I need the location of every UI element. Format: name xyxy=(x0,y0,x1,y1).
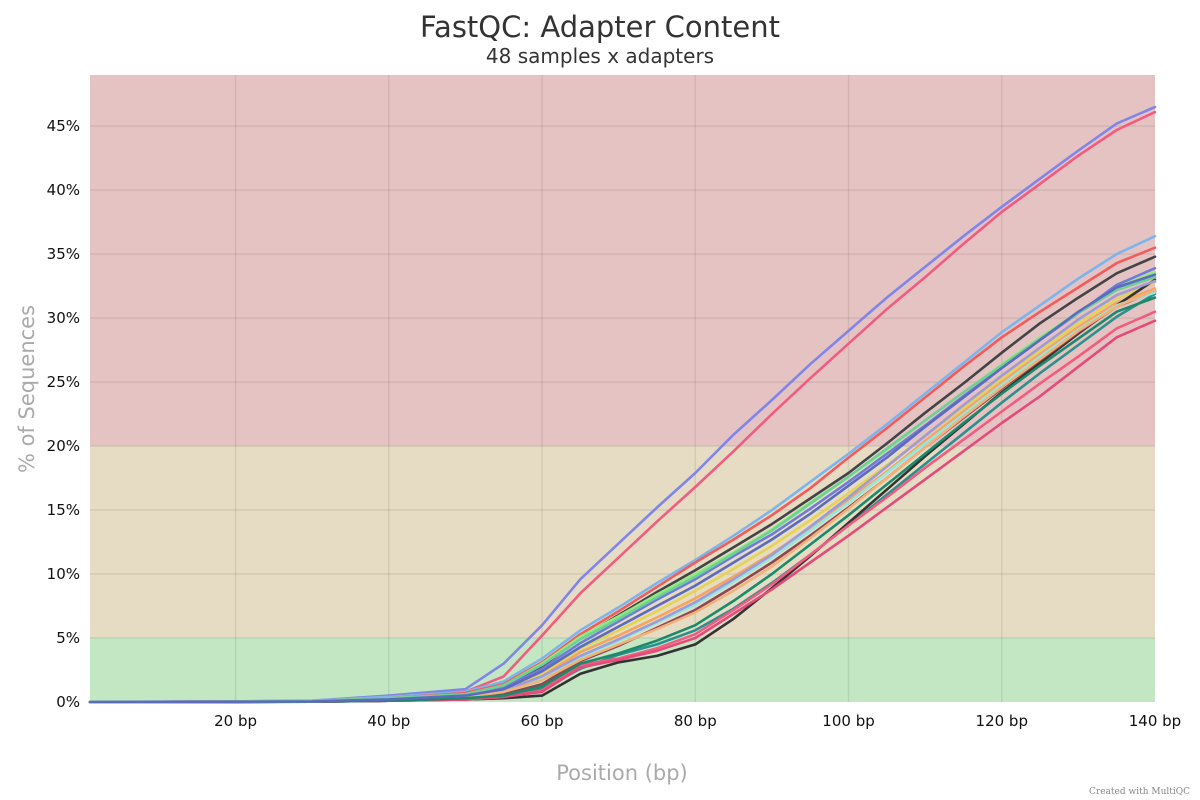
band-0 xyxy=(90,638,1155,702)
x-tick-label: 140 bp xyxy=(1129,712,1181,730)
y-axis-title: % of Sequences xyxy=(15,305,39,473)
x-tick-label: 80 bp xyxy=(674,712,717,730)
x-tick-label: 40 bp xyxy=(367,712,410,730)
x-axis-ticks: 20 bp 40 bp 60 bp 80 bp 100 bp 120 bp 140 bp xyxy=(214,712,1181,730)
y-tick-label: 5% xyxy=(56,629,80,647)
y-tick-label: 10% xyxy=(47,565,80,583)
chart-title: FastQC: Adapter Content xyxy=(420,10,780,44)
band-2 xyxy=(90,75,1155,447)
series-line-0[interactable] xyxy=(88,105,1157,704)
y-tick-label: 0% xyxy=(56,693,80,711)
series-line-19[interactable] xyxy=(88,273,1157,704)
y-tick-label: 20% xyxy=(47,437,80,455)
y-tick-label: 30% xyxy=(47,309,80,327)
series-line-17[interactable] xyxy=(88,296,1157,704)
x-tick-label: 120 bp xyxy=(976,712,1028,730)
x-tick-label: 60 bp xyxy=(521,712,564,730)
credit-label: Created with MultiQC xyxy=(1089,787,1190,797)
series-lines[interactable] xyxy=(88,105,1157,704)
y-tick-label: 35% xyxy=(47,245,80,263)
y-axis-ticks: 0% 5% 10% 15% 20% 25% 30% 35% 40% 45% xyxy=(47,117,80,711)
x-tick-label: 100 bp xyxy=(822,712,874,730)
y-tick-label: 40% xyxy=(47,181,80,199)
y-tick-label: 45% xyxy=(47,117,80,135)
chart-subtitle: 48 samples x adapters xyxy=(486,44,714,68)
y-tick-label: 25% xyxy=(47,373,80,391)
threshold-bands xyxy=(90,75,1155,702)
x-axis-title: Position (bp) xyxy=(556,761,688,785)
y-tick-label: 15% xyxy=(47,501,80,519)
x-tick-label: 20 bp xyxy=(214,712,257,730)
plot-area xyxy=(88,75,1157,704)
